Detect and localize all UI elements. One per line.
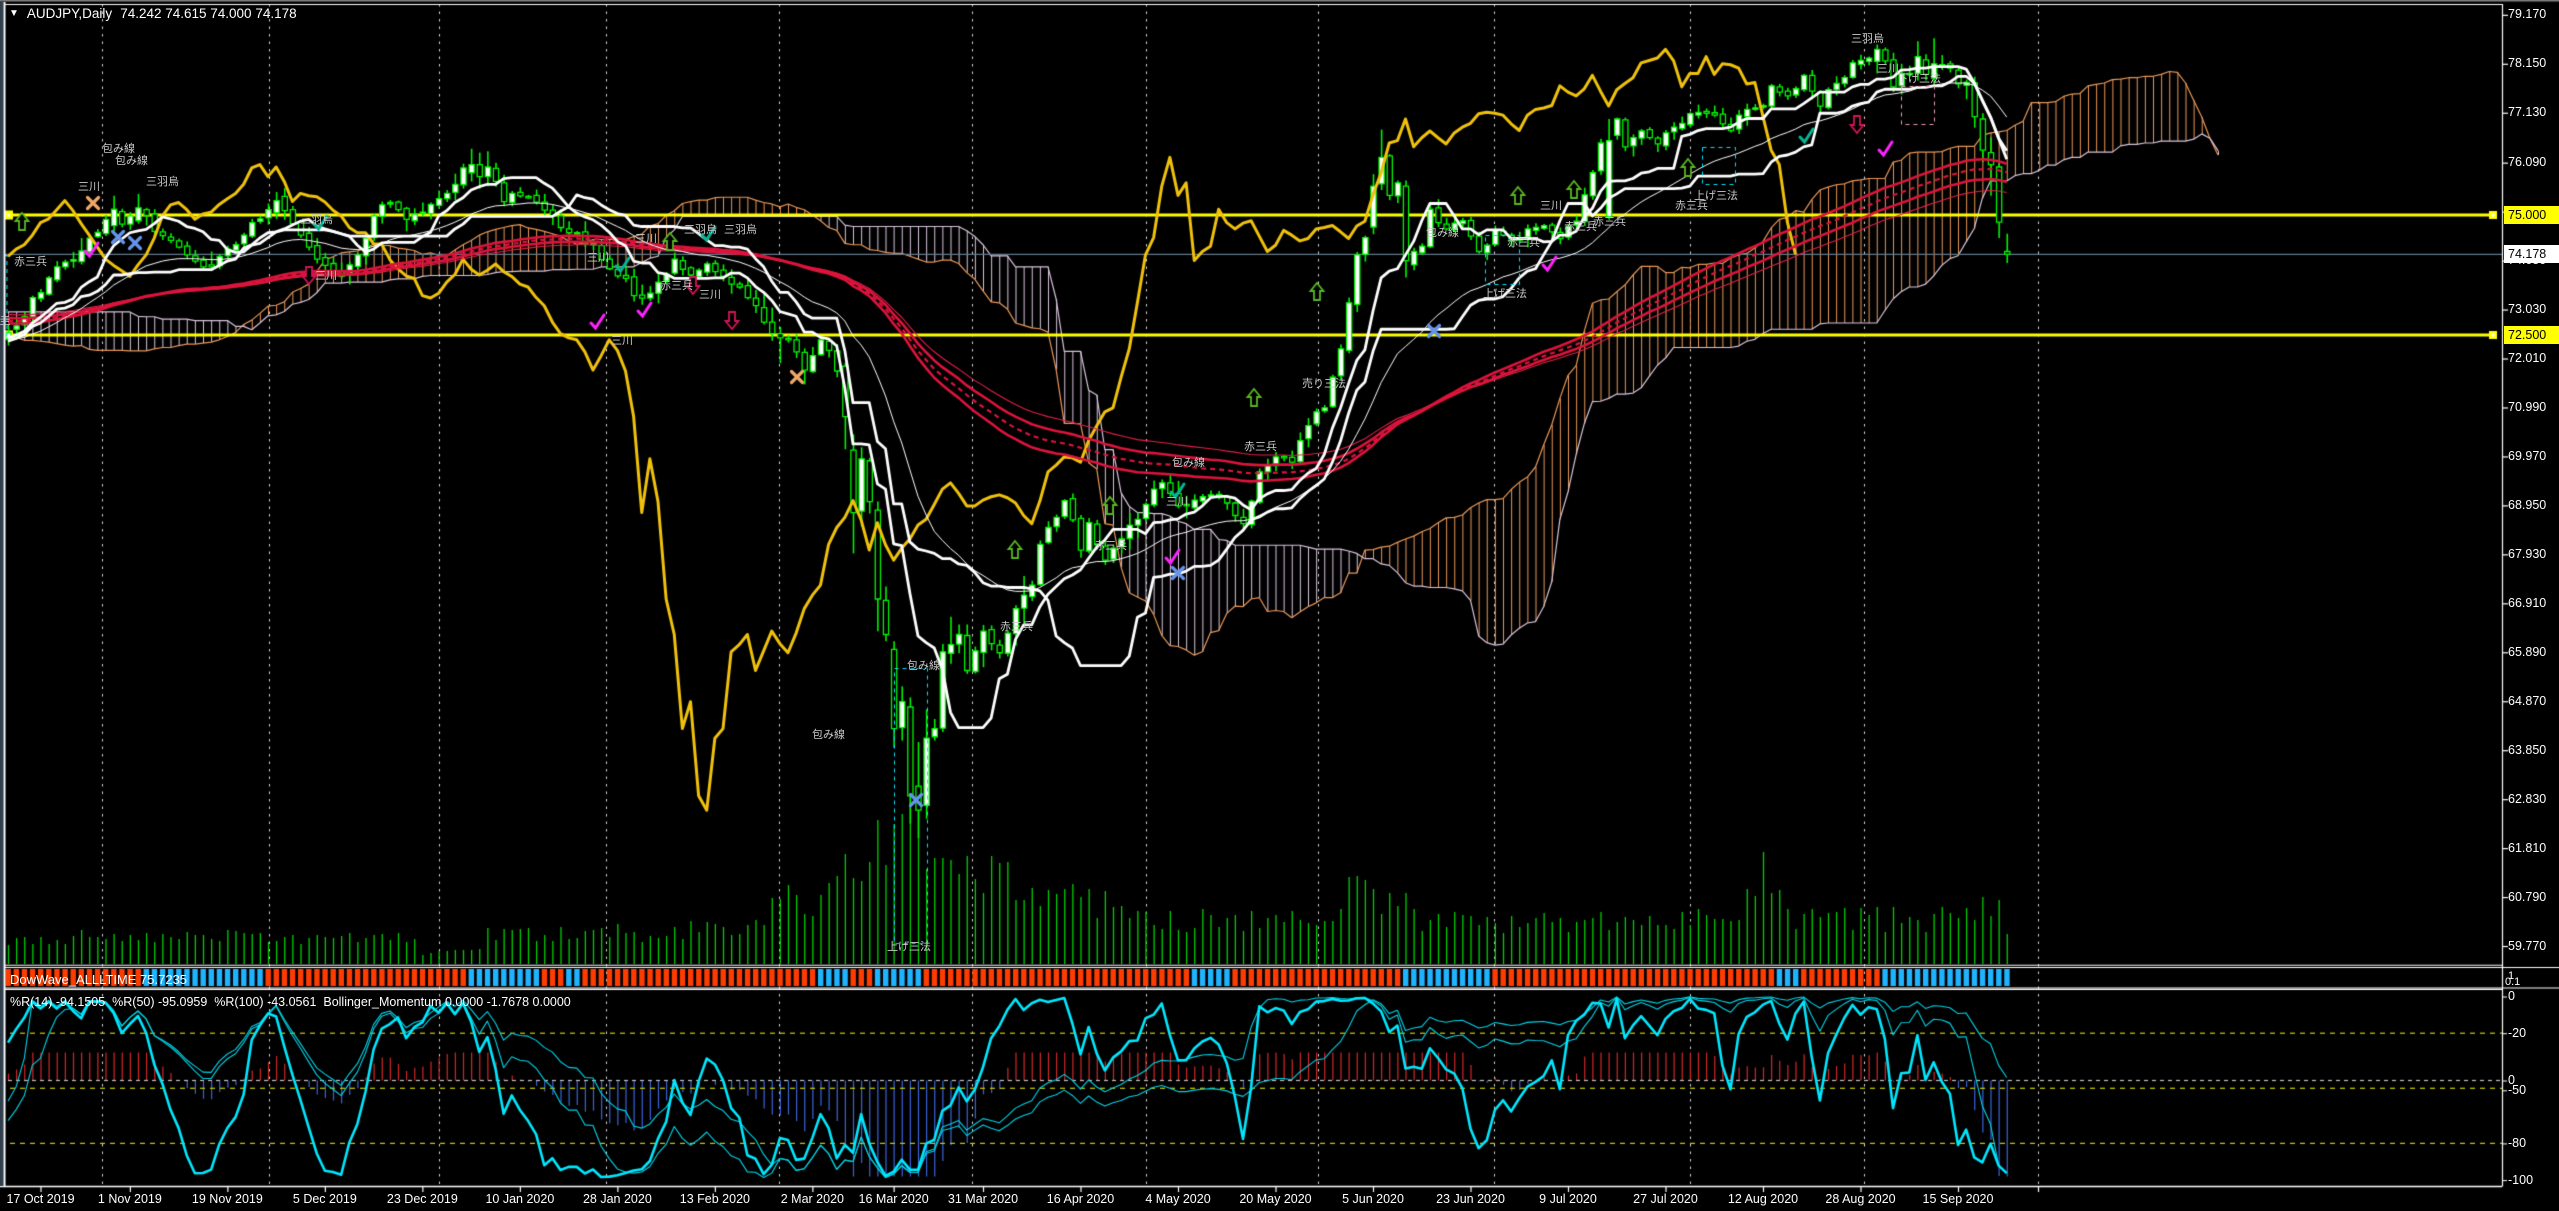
symbol-dropdown-icon[interactable]: ▼: [9, 8, 19, 19]
ohlc-values: 74.242 74.615 74.000 74.178: [120, 6, 297, 21]
symbol-period-label: AUDJPY,Daily: [26, 6, 113, 21]
wpr-indicator-label: %R(14) -94.1505 %R(50) -95.0959 %R(100) …: [10, 995, 571, 1009]
chart-info-line: ▼ AUDJPY,Daily 74.242 74.615 74.000 74.1…: [9, 6, 297, 21]
dowwave-indicator-label: DowWave_ALLLTIME 75.7235: [10, 972, 188, 987]
